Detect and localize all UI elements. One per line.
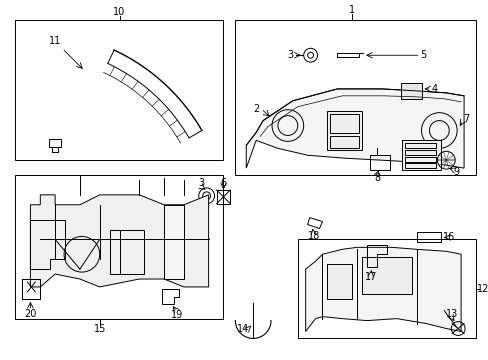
Text: 20: 20: [24, 309, 37, 319]
Bar: [404, 163, 435, 168]
Text: 7: 7: [462, 114, 468, 123]
Bar: [330, 136, 358, 148]
Text: 18: 18: [307, 231, 319, 242]
Text: 5: 5: [420, 50, 426, 60]
Bar: [404, 157, 435, 162]
Polygon shape: [305, 247, 460, 332]
Bar: [15, 19, 223, 160]
Bar: [216, 190, 230, 204]
Text: 12: 12: [476, 284, 488, 294]
Text: 3: 3: [198, 178, 204, 188]
Text: 11: 11: [49, 36, 61, 46]
Bar: [330, 114, 358, 134]
Bar: [401, 140, 440, 170]
Text: 6: 6: [220, 178, 226, 188]
Text: 17: 17: [364, 272, 376, 282]
Text: 14: 14: [237, 324, 249, 333]
Bar: [369, 155, 389, 170]
Text: 9: 9: [452, 167, 458, 177]
Text: 16: 16: [442, 233, 454, 242]
Bar: [416, 233, 440, 242]
Text: 10: 10: [113, 7, 125, 17]
Bar: [404, 143, 435, 148]
Polygon shape: [246, 89, 463, 168]
Text: 19: 19: [170, 310, 183, 320]
Polygon shape: [30, 220, 65, 269]
Text: 1: 1: [348, 5, 355, 15]
Text: 2: 2: [252, 104, 259, 114]
Text: 13: 13: [445, 309, 457, 319]
Polygon shape: [327, 264, 351, 299]
Bar: [235, 19, 475, 175]
Text: 4: 4: [430, 84, 437, 94]
Bar: [297, 239, 475, 338]
Polygon shape: [164, 205, 183, 279]
Bar: [404, 150, 435, 155]
Text: 15: 15: [93, 324, 106, 333]
Bar: [15, 175, 223, 319]
Text: 3: 3: [287, 50, 293, 60]
Bar: [327, 111, 361, 150]
Polygon shape: [30, 195, 208, 287]
Text: 8: 8: [373, 173, 379, 183]
Polygon shape: [361, 257, 411, 294]
Bar: [400, 83, 421, 99]
